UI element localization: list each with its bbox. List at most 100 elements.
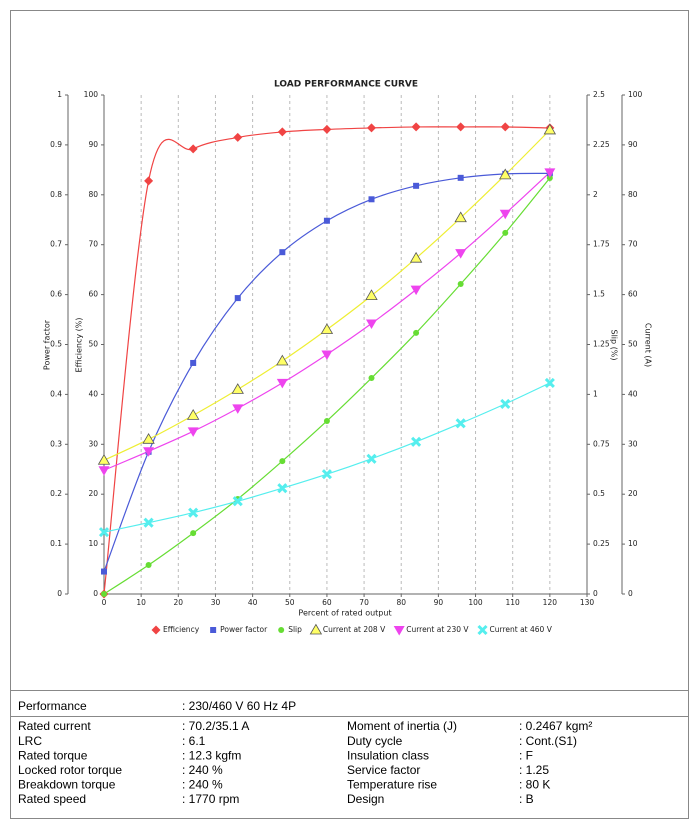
y2-tick-label: 80: [88, 190, 98, 199]
marker: [98, 466, 110, 476]
marker: [234, 295, 241, 302]
marker: [546, 175, 553, 182]
table-cell: Service factor: [347, 763, 420, 777]
table-header-cell: Performance: [18, 699, 87, 713]
x-tick-label: 100: [468, 598, 483, 607]
x-tick-label: 110: [506, 598, 521, 607]
legend-item: Slip: [278, 625, 302, 634]
table-cell: : Cont.(S1): [519, 734, 577, 748]
marker: [277, 483, 288, 494]
marker: [365, 289, 378, 300]
marker: [411, 436, 422, 447]
marker: [101, 568, 107, 575]
marker: [277, 127, 287, 137]
table-cell: Rated speed: [18, 792, 86, 806]
marker: [366, 453, 377, 464]
marker: [188, 144, 198, 154]
legend-item: Current at 460 V: [477, 624, 553, 636]
x-tick-label: 120: [543, 598, 558, 607]
marker: [276, 378, 288, 389]
table-cell: : 1770 rpm: [182, 792, 239, 806]
marker: [368, 196, 375, 203]
table-cell: Locked rotor torque: [18, 763, 122, 777]
y3-tick-label: 0: [593, 589, 598, 598]
x-axis-label: Percent of rated output: [298, 609, 391, 618]
legend-item: Power factor: [210, 625, 268, 634]
x-tick-label: 30: [211, 598, 221, 607]
y4-tick-label: 20: [628, 489, 638, 498]
marker: [98, 527, 110, 538]
y2-tick-label: 0: [93, 589, 98, 598]
table-cell: Rated torque: [18, 748, 88, 762]
y-tick-label: 0.1: [50, 539, 62, 548]
y2-tick-label: 100: [84, 90, 99, 99]
marker: [393, 626, 405, 636]
table-cell: : 240 %: [182, 763, 223, 777]
table-cell: : 12.3 kgfm: [182, 748, 241, 762]
marker: [455, 249, 467, 259]
y-tick-label: 0.3: [50, 439, 62, 448]
y-tick-label: 0.8: [50, 190, 62, 199]
table-cell: : 6.1: [182, 734, 206, 748]
marker: [101, 591, 107, 597]
marker: [321, 350, 333, 360]
marker: [543, 123, 557, 135]
y3-tick-label: 1.25: [593, 340, 610, 349]
marker: [500, 398, 511, 409]
legend-item: Current at 208 V: [309, 623, 386, 635]
y-tick-label: 0.5: [50, 340, 62, 349]
table-cell: LRC: [18, 734, 42, 748]
y2-tick-label: 40: [88, 389, 98, 398]
table-cell: Insulation class: [347, 748, 429, 762]
marker: [457, 174, 464, 181]
marker: [233, 132, 243, 142]
y4-tick-label: 10: [628, 539, 638, 548]
marker: [279, 249, 286, 256]
marker: [151, 625, 161, 635]
table-cell: Design: [347, 792, 384, 806]
table-header-cell: : 230/460 V 60 Hz 4P: [182, 699, 296, 713]
y4-tick-label: 100: [628, 90, 643, 99]
y-tick-label: 0.9: [50, 140, 62, 149]
x-tick-label: 90: [434, 598, 444, 607]
marker: [145, 562, 152, 569]
y4-tick-label: 0: [628, 589, 633, 598]
plot-area: [104, 95, 587, 594]
table-cell: Temperature rise: [347, 778, 437, 792]
y3-tick-label: 0.25: [593, 539, 610, 548]
y3-tick-label: 1.5: [593, 290, 605, 299]
marker: [366, 319, 378, 330]
y-tick-label: 0.4: [50, 389, 62, 398]
marker: [410, 285, 422, 296]
legend-item: Efficiency: [151, 625, 200, 635]
marker: [320, 323, 334, 334]
y4-tick-label: 30: [628, 439, 638, 448]
table-cell: Moment of inertia (J): [347, 719, 457, 733]
marker: [190, 530, 197, 537]
table-cell: : B: [519, 792, 534, 806]
table-cell: : 80 K: [519, 778, 550, 792]
y4-tick-label: 60: [628, 290, 638, 299]
y-tick-label: 0.7: [50, 240, 62, 249]
x-tick-label: 40: [248, 598, 258, 607]
marker: [411, 122, 421, 132]
legend-label: Current at 460 V: [490, 625, 553, 634]
marker: [276, 354, 289, 366]
y3-tick-label: 2: [593, 190, 598, 199]
x-tick-label: 20: [174, 598, 184, 607]
y-tick-label: 0: [57, 589, 62, 598]
x-tick-label: 60: [322, 598, 332, 607]
y-tick-label: 1: [57, 90, 62, 99]
marker: [142, 433, 155, 444]
table-cell: : F: [519, 748, 533, 762]
y4-tick-label: 40: [628, 389, 638, 398]
table-cell: : 70.2/35.1 A: [182, 719, 249, 733]
table-cell: : 0.2467 kgm²: [519, 719, 592, 733]
series-line: [103, 177, 551, 595]
x-tick-label: 130: [580, 598, 595, 607]
marker: [455, 418, 466, 429]
marker: [309, 623, 323, 635]
marker: [499, 168, 512, 180]
series-line: [103, 172, 550, 572]
x-tick-label: 50: [285, 598, 295, 607]
